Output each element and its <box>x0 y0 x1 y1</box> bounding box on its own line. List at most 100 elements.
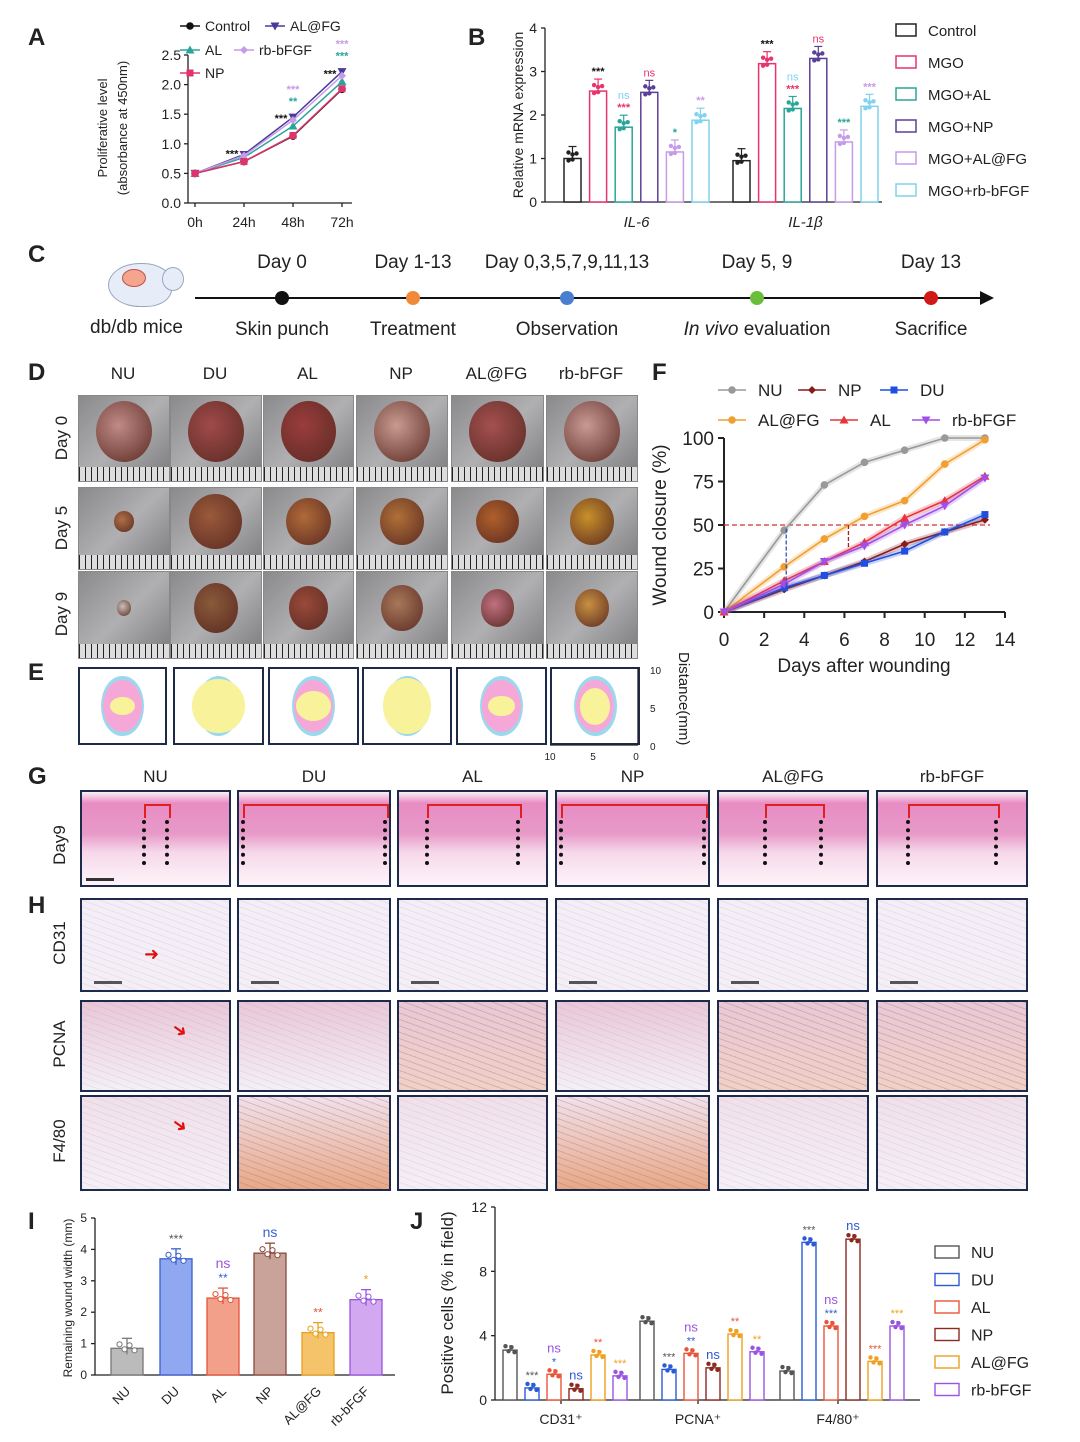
b-legend-swatch <box>895 87 917 101</box>
j-data-point <box>591 1348 596 1354</box>
wound-edge-marker <box>516 820 521 865</box>
timeline-event-day: Day 1-13 <box>374 252 451 273</box>
b-data-point <box>621 125 626 131</box>
j-data-point <box>789 1370 794 1376</box>
ihc-stain-F4/80 <box>237 1095 391 1191</box>
day9-outline <box>296 691 331 721</box>
a-legend-marker <box>185 45 195 54</box>
he-stain-image <box>80 790 231 887</box>
j-data-point <box>684 1347 689 1352</box>
j-data-point <box>597 1349 602 1355</box>
j-data-point <box>896 1320 901 1326</box>
j-data-point <box>709 1366 714 1372</box>
wound-area <box>117 600 131 616</box>
f-y-tick-label: 25 <box>693 560 714 581</box>
j-legend-label: NP <box>971 1328 993 1345</box>
i-data-point <box>259 1246 266 1253</box>
i-y-tick-label: 0 <box>80 1368 87 1382</box>
i-data-point <box>126 1342 133 1349</box>
panel-g-column-label: AL <box>462 767 483 786</box>
wound-photo <box>356 487 448 570</box>
a-data-point <box>338 85 346 93</box>
j-data-point <box>531 1382 536 1388</box>
b-data-point <box>647 86 652 91</box>
b-data-point <box>867 100 872 105</box>
j-data-point <box>534 1387 539 1393</box>
j-legend-label: AL@FG <box>971 1355 1029 1372</box>
a-y-axis-label-2: (absorbance at 450nm) <box>115 61 130 195</box>
b-data-point <box>694 120 699 125</box>
wound-photo <box>78 571 170 659</box>
b-data-point <box>617 118 622 124</box>
b-legend-label: Control <box>928 23 976 40</box>
f-legend-marker <box>728 386 736 394</box>
a-significance: *** <box>336 51 350 63</box>
i-data-point <box>360 1297 367 1304</box>
panel-label-c: C <box>28 241 46 268</box>
f-data-point <box>820 571 828 579</box>
f-data-point <box>980 474 990 483</box>
j-bar-AL@FG <box>867 1360 883 1401</box>
j-significance: ** <box>753 1334 762 1346</box>
day9-outline <box>109 696 136 716</box>
j-significance: ** <box>731 1316 740 1328</box>
timeline-event-dot <box>924 291 938 305</box>
j-data-point <box>786 1365 791 1371</box>
b-y-tick-label: 4 <box>529 20 537 36</box>
i-y-tick-label: 4 <box>80 1242 87 1256</box>
j-bar-AL@FG <box>590 1354 606 1401</box>
j-data-point <box>668 1364 673 1369</box>
j-legend-label: NU <box>971 1245 994 1262</box>
j-data-point <box>855 1238 860 1244</box>
wound-trace-DU <box>173 667 264 745</box>
b-significance: ** <box>696 95 705 107</box>
j-data-point <box>687 1352 692 1357</box>
a-series-line-AL@FG <box>194 71 343 175</box>
ihc-stain-CD31: ➜ <box>80 898 231 992</box>
b-significance: *** <box>761 39 775 51</box>
f-y-axis-label: Wound closure (%) <box>650 444 671 605</box>
a-data-point <box>240 158 248 166</box>
e-scale-tick-label: 10 <box>544 752 556 763</box>
i-data-point <box>312 1330 319 1337</box>
ihc-stain-CD31 <box>876 898 1028 992</box>
f-y-tick-label: 50 <box>693 516 714 537</box>
wound-photo <box>546 571 638 659</box>
panel-g-column-label: NP <box>620 767 645 786</box>
j-y-axis-label: Positive cells (% in field) <box>438 1211 457 1394</box>
panel-label-g: G <box>28 763 47 790</box>
j-data-point <box>616 1374 621 1380</box>
b-x-tick-label: IL-6 <box>624 214 651 231</box>
j-data-point <box>871 1360 876 1365</box>
panel-d-column-label: DU <box>202 364 228 383</box>
j-data-point <box>613 1369 618 1375</box>
f-data-point <box>900 513 910 522</box>
b-data-point <box>812 58 817 63</box>
day9-outline <box>383 678 431 734</box>
a-x-tick-label: 48h <box>281 214 304 230</box>
wound-area <box>476 499 519 544</box>
wound-trace-NU <box>78 667 167 745</box>
b-data-point <box>668 151 674 157</box>
b-data-point <box>595 84 601 90</box>
ihc-stain-PCNA <box>717 1000 869 1092</box>
ruler <box>547 467 637 481</box>
j-legend-swatch <box>934 1245 960 1259</box>
i-significance: *** <box>169 1232 183 1246</box>
panel-label-h: H <box>28 892 46 919</box>
b-data-point <box>698 119 703 124</box>
b-legend-label: MGO+AL <box>928 87 991 104</box>
j-bar-NP <box>845 1238 861 1401</box>
j-data-point <box>528 1386 533 1392</box>
f-y-tick-label: 100 <box>682 429 714 450</box>
b-legend-swatch <box>895 23 917 37</box>
j-significance: ns <box>824 1292 838 1307</box>
b-legend-swatch <box>895 55 917 69</box>
j-data-point <box>783 1369 788 1375</box>
scale-bar <box>569 981 597 984</box>
wound-area <box>564 400 620 463</box>
i-bar-AL@FG <box>301 1331 335 1376</box>
ihc-stain-CD31 <box>397 898 548 992</box>
i-data-point <box>180 1257 187 1264</box>
i-data-point <box>264 1251 271 1258</box>
